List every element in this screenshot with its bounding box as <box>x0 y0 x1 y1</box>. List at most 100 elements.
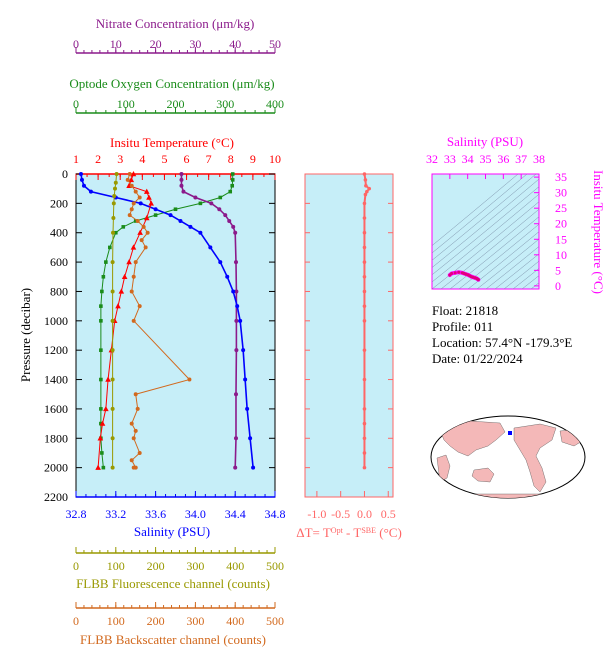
oxygen-point <box>108 245 112 250</box>
fluorescence-tick-label: 100 <box>107 559 125 573</box>
delta-t-point <box>367 186 372 191</box>
map-float-marker <box>508 431 512 435</box>
oxygen-point <box>99 421 103 426</box>
isopycnal-line <box>432 178 539 268</box>
oxygen-tick-label: 300 <box>216 97 234 111</box>
isopycnal-line <box>432 174 528 254</box>
nitrate-tick-label: 30 <box>189 37 201 51</box>
fluorescence-point <box>112 194 117 199</box>
oxygen-point <box>100 451 104 455</box>
pressure-tick-label: 1600 <box>44 402 68 416</box>
salinity-point <box>245 406 250 411</box>
nitrate-tick-label: 40 <box>229 37 241 51</box>
backscatter-point <box>129 458 134 463</box>
nitrate-tick-label: 0 <box>73 37 79 51</box>
float-id: Float: 21818 <box>432 303 498 318</box>
ts-y-tick-label: 25 <box>555 201 567 215</box>
salinity-point <box>79 177 84 182</box>
temperature-tick-label: 2 <box>95 152 101 166</box>
nitrate-axis-label: Nitrate Concentration (μm/kg) <box>96 16 255 31</box>
salinity-point <box>235 304 240 309</box>
temperature-point <box>105 376 111 382</box>
backscatter-point <box>131 201 136 206</box>
backscatter-tick-label: 100 <box>107 614 125 628</box>
backscatter-point <box>127 213 132 218</box>
salinity-point <box>231 289 236 294</box>
pressure-tick-label: 2000 <box>44 461 68 475</box>
delta-t-plot-background <box>304 173 394 498</box>
salinity-point <box>153 207 158 212</box>
backscatter-tick-label: 400 <box>226 614 244 628</box>
nitrate-point <box>179 177 184 182</box>
delta-t-point <box>362 274 367 279</box>
fluorescence-point <box>113 186 118 191</box>
oxygen-point <box>101 465 106 470</box>
delta-t-point <box>362 377 367 382</box>
world-map <box>430 415 586 499</box>
fluorescence-point <box>110 260 115 265</box>
isopycnal-line <box>432 193 539 283</box>
nitrate-point <box>217 207 222 212</box>
temperature-point <box>143 188 150 194</box>
fluorescence-tick-label: 400 <box>226 559 244 573</box>
pressure-tick-label: 800 <box>50 284 68 298</box>
temperature-point <box>143 215 150 221</box>
temperature-point <box>95 464 101 470</box>
oxygen-point <box>173 207 178 212</box>
isopycnal-line <box>485 246 539 289</box>
salinity-point <box>225 274 230 279</box>
ts-x-tick-label: 34 <box>462 152 474 166</box>
oxygen-point <box>99 348 103 352</box>
oxygen-point <box>230 183 235 188</box>
salinity-point <box>243 377 248 382</box>
nitrate-point <box>234 348 239 353</box>
temperature-tick-label: 8 <box>228 152 234 166</box>
oxygen-point <box>121 225 126 229</box>
isopycnal-line <box>494 253 539 289</box>
oxygen-point <box>230 172 235 176</box>
salinity-point <box>138 201 143 206</box>
salinity-point <box>218 260 223 265</box>
ts-isopycnal-lines <box>432 174 539 289</box>
oxygen-point <box>198 201 203 206</box>
delta-t-point <box>362 319 367 323</box>
nitrate-point <box>233 230 238 235</box>
backscatter-point <box>127 172 132 176</box>
backscatter-line <box>127 173 191 469</box>
delta-t-line <box>363 173 371 468</box>
salinity-point <box>241 348 246 353</box>
oxygen-point <box>230 178 235 182</box>
temperature-axis-label: Insitu Temperature (°C) <box>110 135 234 150</box>
fluorescence-point <box>114 172 119 176</box>
backscatter-point <box>137 304 142 309</box>
fluorescence-point <box>110 436 115 441</box>
pressure-tick-label: 1200 <box>44 343 68 357</box>
delta-t-tick-label: -1.0 <box>307 507 326 521</box>
ts-x-tick-label: 38 <box>533 152 545 166</box>
oxygen-point <box>228 189 233 194</box>
fluorescence-point <box>111 201 116 206</box>
backscatter-point <box>129 183 134 188</box>
fluorescence-tick-label: 200 <box>147 559 165 573</box>
oxygen-point <box>104 260 108 264</box>
profile-series-group <box>78 171 256 470</box>
fluorescence-point <box>110 318 115 323</box>
delta-t-point <box>363 192 368 197</box>
delta-t-point <box>362 216 367 220</box>
salinity-point <box>88 189 93 194</box>
nitrate-point <box>231 224 236 229</box>
ts-y-tick-label: 30 <box>555 186 567 200</box>
backscatter-point <box>135 218 140 223</box>
ts-y-tick-label: 0 <box>555 279 561 293</box>
backscatter-point <box>133 260 138 265</box>
delta-t-point <box>362 348 367 352</box>
backscatter-tick-label: 200 <box>147 614 165 628</box>
salinity-point <box>81 183 86 188</box>
nitrate-point <box>234 289 239 294</box>
fluorescence-axis-label: FLBB Fluorescence channel (counts) <box>76 576 270 591</box>
nitrate-point <box>233 392 238 397</box>
delta-t-point <box>362 421 367 426</box>
ts-point <box>476 278 480 282</box>
